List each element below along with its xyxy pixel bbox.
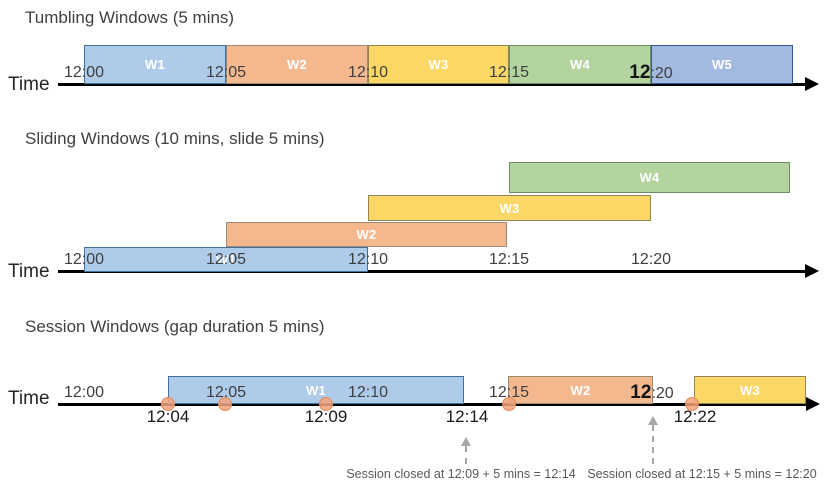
time-axis-line — [58, 269, 807, 273]
tick-label: 12:05 — [205, 64, 247, 81]
tick-label-rest: :20 — [650, 65, 673, 82]
tick-label: 12:00 — [63, 251, 105, 268]
window-label: W2 — [356, 227, 377, 242]
window-label: W3 — [739, 382, 761, 398]
tick-label: 12:15 — [488, 64, 530, 81]
window-w4: W4 — [509, 162, 790, 193]
window-w4: W4 — [509, 45, 651, 84]
time-axis-line — [58, 82, 807, 86]
tick-label-rest: :20 — [651, 385, 674, 402]
window-label: W3 — [499, 200, 520, 216]
section-title: Sliding Windows (10 mins, slide 5 mins) — [25, 129, 325, 148]
section-title: Session Windows (gap duration 5 mins) — [25, 317, 325, 336]
window-label: W3 — [428, 57, 449, 72]
window-label: W2 — [286, 57, 308, 72]
window-w1: W1 — [168, 376, 464, 404]
tick-label: 12:00 — [63, 64, 105, 81]
callout-arrow-head-icon — [461, 437, 471, 446]
callout-arrow-head-icon — [648, 416, 658, 425]
window-w3: W3 — [694, 376, 806, 404]
tick-label: 12:10 — [347, 64, 389, 81]
tick-label: 12:00 — [63, 384, 105, 401]
time-axis-label: Time — [8, 388, 50, 409]
time-axis-label: Time — [8, 74, 50, 95]
section-title: Tumbling Windows (5 mins) — [25, 8, 235, 27]
event-dot — [685, 397, 699, 411]
window-label: W1 — [305, 382, 327, 398]
event-time-label: 12:09 — [304, 407, 348, 426]
event-dot — [502, 397, 516, 411]
event-time-label: 12:14 — [445, 407, 489, 426]
session-note: Session closed at 12:09 + 5 mins = 12:14 — [346, 467, 576, 481]
window-w2: W2 — [508, 376, 653, 404]
window-label: W4 — [569, 57, 591, 72]
tick-label: 12:05 — [205, 251, 247, 268]
event-dot — [218, 397, 232, 411]
window-w5: W5 — [651, 45, 793, 84]
window-w3: W3 — [368, 45, 509, 84]
tick-label: 12:20 — [629, 62, 672, 84]
tick-label-bold-part: 12 — [630, 382, 652, 403]
time-axis-line — [58, 402, 808, 406]
event-dot — [161, 397, 175, 411]
window-label: W1 — [144, 57, 166, 72]
event-time-label: 12:04 — [146, 407, 190, 426]
tick-label: 12:05 — [205, 384, 247, 401]
window-label: W2 — [570, 382, 591, 398]
window-label: W1 — [215, 252, 237, 267]
tick-label: 12:10 — [347, 251, 389, 268]
window-label: W4 — [639, 170, 660, 185]
callout-arrow-line — [465, 446, 467, 464]
tick-label: 12:10 — [347, 384, 389, 401]
tick-label-bold-part: 12 — [629, 62, 651, 83]
window-w1: W1 — [84, 45, 226, 84]
event-dot — [319, 397, 333, 411]
callout-arrow-line — [652, 425, 654, 464]
window-w2: W2 — [226, 45, 368, 84]
tick-label: 12:15 — [488, 384, 530, 401]
tick-label: 12:20 — [630, 251, 672, 268]
session-note: Session closed at 12:15 + 5 mins = 12:20 — [587, 467, 817, 481]
axis-arrow-icon — [806, 397, 820, 411]
window-w2: W2 — [226, 222, 507, 247]
axis-arrow-icon — [805, 264, 819, 278]
axis-arrow-icon — [805, 77, 819, 91]
window-w3: W3 — [368, 195, 651, 221]
window-label: W5 — [711, 57, 733, 72]
time-axis-label: Time — [8, 261, 50, 282]
event-time-label: 12:22 — [673, 407, 717, 426]
window-w1: W1 — [84, 247, 368, 272]
tick-label: 12:15 — [488, 251, 530, 268]
tick-label: 12:20 — [630, 382, 673, 404]
